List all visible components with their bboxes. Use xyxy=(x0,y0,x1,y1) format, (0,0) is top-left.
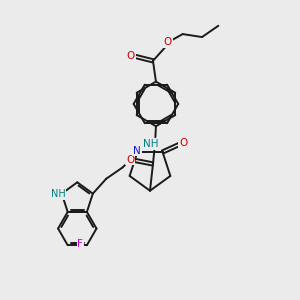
Text: O: O xyxy=(179,138,187,148)
Text: O: O xyxy=(126,154,134,164)
Text: O: O xyxy=(164,38,172,47)
Text: F: F xyxy=(77,239,83,249)
Text: O: O xyxy=(127,51,135,62)
Text: NH: NH xyxy=(51,189,66,199)
Text: N: N xyxy=(133,146,141,155)
Text: NH: NH xyxy=(143,139,159,149)
